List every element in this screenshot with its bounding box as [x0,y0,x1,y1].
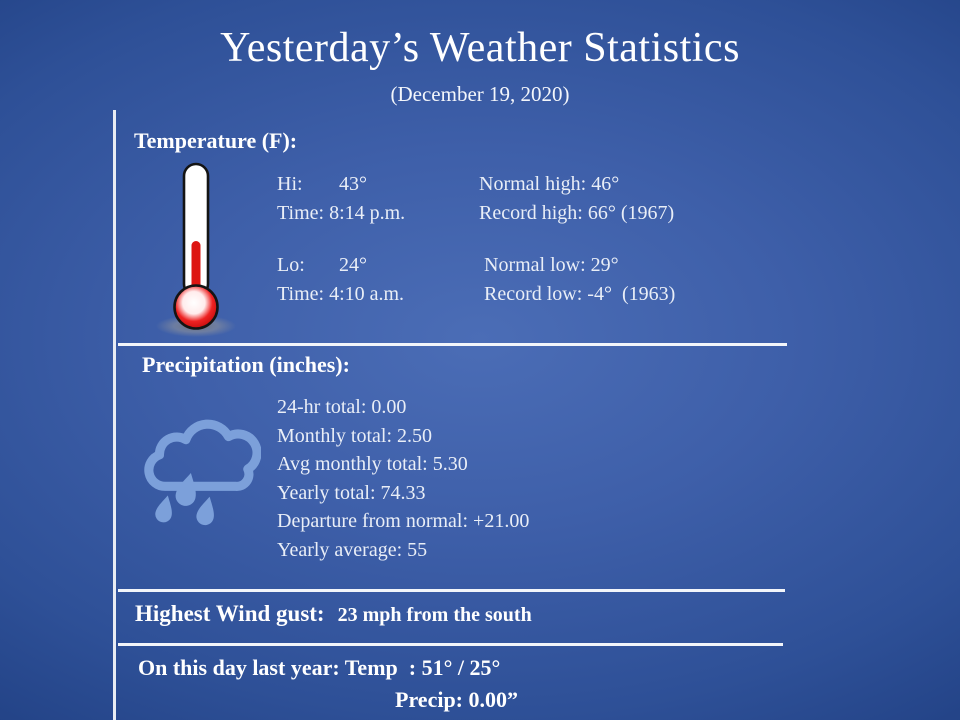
last-year-precip: Precip: 0.00” [395,687,519,712]
temp-hi-time-value: 8:14 p.m. [329,202,406,224]
temp-lo-value: 24° [339,254,367,276]
last-year-temp: On this day last year: Temp : 51° / 25° [138,655,501,680]
precip-departure: Departure from normal: +21.00 [277,510,530,532]
temp-lo-time-row: Time: 4:10 a.m. [277,280,405,309]
section-divider-3 [118,643,783,646]
temp-lo-label: Lo: [277,254,305,276]
precipitation-heading: Precipitation (inches): [142,352,350,377]
rain-cloud-icon [144,419,261,526]
section-divider-1 [118,343,787,346]
precip-yearly-average: Yearly average: 55 [277,538,428,561]
precipitation-stats: 24-hr total: 0.00 Monthly total: 2.50 Av… [277,393,529,564]
wind-heading: Highest Wind gust: [135,601,325,626]
normal-high: Normal high: 46° [479,173,620,195]
temp-hi-time-row: Time: 8:14 p.m. [277,199,405,228]
record-low: Record low: -4° (1963) [479,283,676,305]
precip-avg-monthly-total: Avg monthly total: 5.30 [277,453,468,475]
section-divider-2 [118,589,785,592]
temp-lo-time-label: Time: [277,283,325,305]
temp-hi-value: 43° [339,173,367,195]
wind-value: 23 mph from the south [337,604,532,626]
precip-24hr-total: 24-hr total: 0.00 [277,396,407,418]
page-title: Yesterday’s Weather Statistics [220,25,740,71]
temperature-normals: Normal high: 46° Record high: 66° (1967)… [479,170,675,309]
thermometer-icon [156,162,236,337]
temp-hi-label: Hi: [277,173,303,195]
temperature-heading: Temperature (F): [134,128,298,153]
normal-low: Normal low: 29° [479,254,619,276]
left-vertical-rule [113,110,116,720]
spacer [277,228,405,251]
page-subtitle: (December 19, 2020) [390,82,570,106]
wind-section: Highest Wind gust: 23 mph from the south [135,601,532,627]
temp-hi-time-label: Time: [277,202,325,224]
precip-yearly-total: Yearly total: 74.33 [277,481,426,504]
record-high: Record high: 66° (1967) [479,202,675,224]
spacer [479,228,675,251]
temp-lo-row: Lo: 24° [277,251,405,280]
temp-hi-row: Hi: 43° [277,170,405,199]
precip-monthly-total: Monthly total: 2.50 [277,424,432,447]
rain-drops [155,473,214,526]
temp-lo-time-value: 4:10 a.m. [329,283,405,305]
temperature-readings: Hi: 43° Time: 8:14 p.m. Lo: 24° Time: 4:10… [277,170,405,309]
